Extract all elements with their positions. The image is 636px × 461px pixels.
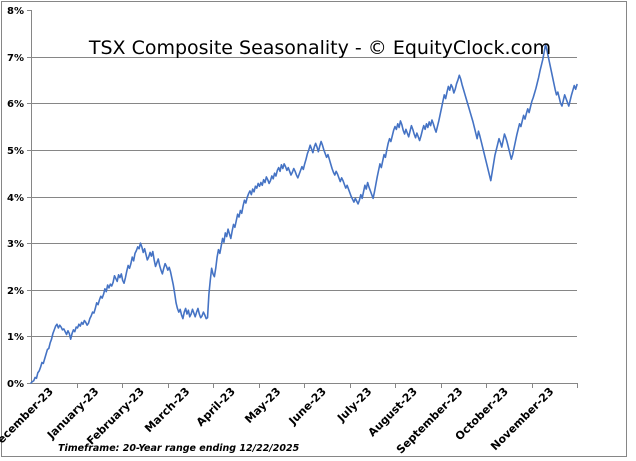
y-tick-label: 4% xyxy=(7,193,24,204)
data-series xyxy=(30,43,578,384)
x-tick-label: May-23 xyxy=(242,385,283,426)
gridlines xyxy=(31,10,577,384)
x-tick-label: April-23 xyxy=(194,385,238,429)
chart-title: TSX Composite Seasonality - © EquityCloc… xyxy=(88,37,551,59)
y-tick-label: 3% xyxy=(7,239,24,250)
chart-frame xyxy=(1,1,627,457)
chart-footnote: Timeframe: 20-Year range ending 12/22/20… xyxy=(58,443,300,454)
y-tick-label: 6% xyxy=(7,99,24,110)
x-tick-label: June-23 xyxy=(286,385,329,428)
y-tick-label: 1% xyxy=(7,332,24,343)
series-line-0 xyxy=(30,43,578,384)
y-tick-label: 0% xyxy=(7,379,24,390)
y-tick-label: 7% xyxy=(7,53,24,64)
y-axis-ticks: 0% 1% 2% 3% 4% 5% 6% 7% 8% xyxy=(7,6,31,390)
x-tick-label: December-23 xyxy=(0,385,56,453)
x-tick-label: July-23 xyxy=(334,385,374,425)
y-tick-label: 5% xyxy=(7,146,24,157)
x-tick-label: March-23 xyxy=(142,385,192,435)
y-tick-label: 2% xyxy=(7,286,24,297)
y-tick-label: 8% xyxy=(7,6,24,17)
